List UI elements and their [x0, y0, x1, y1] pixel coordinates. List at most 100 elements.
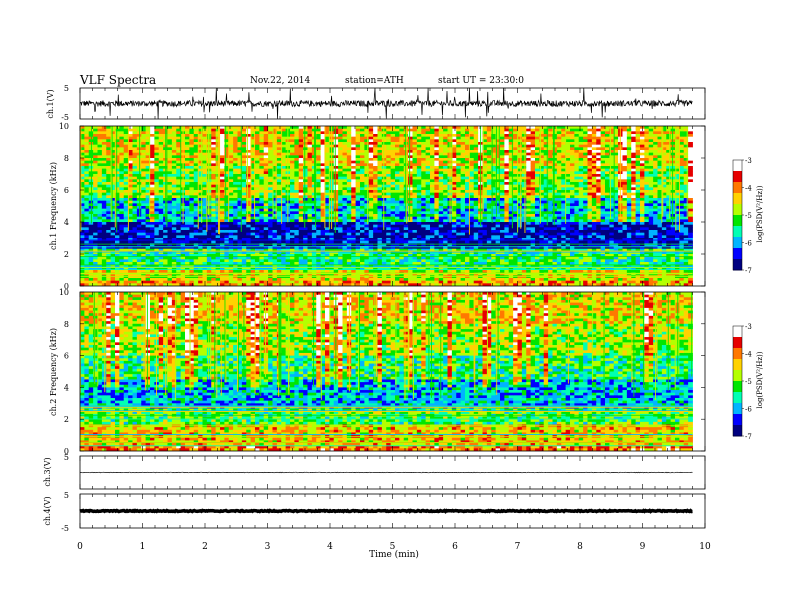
spectrogram-cell [176, 152, 182, 156]
spectrogram-cell [250, 230, 256, 234]
spectrogram-cell [351, 163, 357, 167]
spectrogram-cell [390, 195, 396, 199]
spectrogram-cell [416, 142, 422, 146]
spectrogram-cell [250, 176, 256, 180]
spectrogram-cell [97, 144, 103, 148]
spectrogram-cell [268, 195, 273, 199]
spectrogram-cell [154, 184, 160, 188]
spectrogram-cell [176, 278, 182, 282]
spectrogram-cell [110, 136, 116, 140]
spectrogram-cell [97, 238, 103, 242]
spectrogram-cell [425, 259, 431, 263]
spectrogram-cell [403, 238, 409, 242]
spectrogram-cell [141, 208, 147, 212]
spectrogram-cell [246, 246, 252, 250]
spectrogram-cell [80, 128, 85, 132]
spectrogram-cell [316, 216, 322, 220]
spectrogram-cell [430, 232, 435, 236]
spectrogram-cell [233, 262, 238, 266]
spectrogram-cell [311, 227, 317, 231]
spectrogram-cell [430, 155, 435, 159]
spectrogram-cell [167, 254, 173, 258]
spectrogram-cell [360, 211, 365, 215]
spectrogram-cell [80, 275, 85, 279]
spectrogram-cell [106, 184, 112, 188]
spectrogram-cell [403, 264, 409, 268]
spectrogram-cell [346, 168, 352, 172]
spectrogram-cell [110, 200, 116, 204]
spectrogram-cell [241, 240, 247, 244]
spectrogram-cell [416, 166, 422, 170]
spectrogram-cell [285, 243, 291, 247]
spectrogram-cell [421, 222, 427, 226]
spectrogram-cell [272, 224, 278, 228]
spectrogram-cell [342, 240, 348, 244]
spectrogram-cell [167, 171, 173, 175]
spectrogram-cell [303, 227, 308, 231]
spectrogram-cell [206, 136, 212, 140]
spectrogram-cell [110, 243, 116, 247]
spectrogram-cell [303, 262, 308, 266]
spectrogram-cell [193, 182, 199, 186]
spectrogram-cell [373, 254, 378, 258]
spectrogram-cell [206, 126, 212, 130]
spectrogram-cell [101, 176, 107, 180]
spectrogram-cell [272, 136, 278, 140]
spectrogram-cell [97, 160, 103, 164]
spectrogram-cell [211, 243, 217, 247]
spectrogram-cell [150, 238, 155, 242]
spectrogram-cell [101, 126, 107, 130]
spectrogram-cell [97, 174, 103, 178]
spectrogram-cell [106, 227, 112, 231]
spectrogram-cell [386, 230, 392, 234]
spectrogram-cell [373, 187, 378, 191]
spectrogram-cell [381, 262, 387, 266]
spectrogram-cell [150, 126, 155, 130]
spectrogram-cell [342, 280, 348, 284]
spectrogram-cell [320, 171, 326, 175]
spectrogram-cell [141, 142, 147, 146]
spectrogram-cell [154, 150, 160, 154]
spectrogram-cell [136, 270, 142, 274]
spectrogram-cell [220, 267, 225, 271]
spectrogram-cell [416, 280, 422, 284]
spectrogram-cell [220, 200, 225, 204]
spectrogram-cell [158, 139, 164, 143]
spectrogram-cell [84, 264, 90, 268]
spectrogram-cell [88, 259, 94, 263]
spectrogram-cell [416, 275, 422, 279]
spectrogram-cell [215, 251, 221, 255]
spectrogram-cell [377, 219, 383, 223]
spectrogram-cell [145, 126, 151, 130]
spectrogram-cell [351, 174, 357, 178]
spectrogram-cell [412, 128, 418, 132]
spectrogram-cell [246, 147, 252, 151]
spectrogram-cell [342, 126, 348, 130]
spectrogram-cell [233, 144, 238, 148]
spectrogram-cell [193, 230, 199, 234]
spectrogram-cell [329, 275, 335, 279]
spectrogram-cell [88, 224, 94, 228]
spectrogram-cell [154, 179, 160, 183]
spectrogram-cell [290, 152, 295, 156]
spectrogram-cell [412, 190, 418, 194]
spectrogram-cell [377, 206, 383, 210]
spectrogram-cell [145, 166, 151, 170]
spectrogram-cell [290, 254, 295, 258]
spectrogram-cell [110, 152, 116, 156]
spectrogram-cell [386, 195, 392, 199]
spectrogram-cell [338, 211, 343, 215]
spectrogram-cell [325, 230, 330, 234]
spectrogram-cell [171, 222, 177, 226]
spectrogram-cell [206, 176, 212, 180]
spectrogram-cell [390, 198, 396, 202]
spectrogram-cell [333, 158, 339, 162]
spectrogram-cell [255, 134, 260, 138]
spectrogram-cell [342, 216, 348, 220]
spectrogram-cell [211, 195, 217, 199]
spectrogram-cell [250, 243, 256, 247]
spectrogram-cell [110, 147, 116, 151]
spectrogram-cell [202, 144, 208, 148]
spectrogram-cell [373, 182, 378, 186]
spectrogram-cell [141, 267, 147, 271]
